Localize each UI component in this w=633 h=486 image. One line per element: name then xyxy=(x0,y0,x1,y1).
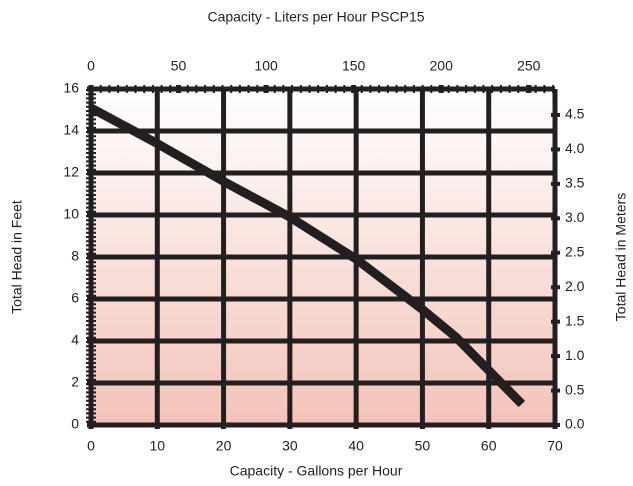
x2-tick-label: 50 xyxy=(171,58,187,74)
x-tick-label: 50 xyxy=(415,438,431,454)
y2-tick-label: 1.5 xyxy=(565,312,585,328)
x-tick-label: 10 xyxy=(149,438,165,454)
y-axis-label: Total Head in Feet xyxy=(9,200,25,314)
x2-tick-label: 250 xyxy=(517,58,541,74)
y2-axis-label: Total Head in Meters xyxy=(613,193,629,321)
y-tick-label: 12 xyxy=(63,164,79,180)
x2-tick-label: 200 xyxy=(430,58,454,74)
x-axis-label: Capacity - Gallons per Hour xyxy=(230,463,403,479)
y2-tick-label: 2.0 xyxy=(565,278,585,294)
y-tick-label: 0 xyxy=(71,416,79,432)
x-tick-label: 60 xyxy=(481,438,497,454)
chart-title: Capacity - Liters per Hour PSCP15 xyxy=(207,9,424,25)
y2-tick-label: 3.5 xyxy=(565,175,585,191)
y2-tick-label: 0.5 xyxy=(565,381,585,397)
x-tick-label: 70 xyxy=(547,438,563,454)
y-tick-label: 6 xyxy=(71,290,79,306)
x2-tick-label: 0 xyxy=(87,58,95,74)
x2-tick-label: 150 xyxy=(342,58,366,74)
x-tick-label: 0 xyxy=(87,438,95,454)
y2-tick-label: 2.5 xyxy=(565,243,585,259)
y2-tick-label: 1.0 xyxy=(565,347,585,363)
y-tick-label: 2 xyxy=(71,374,79,390)
y2-tick-label: 4.0 xyxy=(565,140,585,156)
x-tick-label: 40 xyxy=(348,438,364,454)
y-tick-label: 10 xyxy=(63,206,79,222)
x-tick-label: 20 xyxy=(216,438,232,454)
y-tick-label: 16 xyxy=(63,80,79,96)
x2-tick-label: 100 xyxy=(254,58,278,74)
y2-tick-label: 0.0 xyxy=(565,416,585,432)
y-tick-label: 8 xyxy=(71,248,79,264)
x-tick-label: 30 xyxy=(282,438,298,454)
y2-tick-label: 3.0 xyxy=(565,209,585,225)
curve xyxy=(88,103,526,408)
y-tick-label: 14 xyxy=(63,122,79,138)
y-tick-label: 4 xyxy=(71,332,79,348)
y2-tick-label: 4.5 xyxy=(565,106,585,122)
